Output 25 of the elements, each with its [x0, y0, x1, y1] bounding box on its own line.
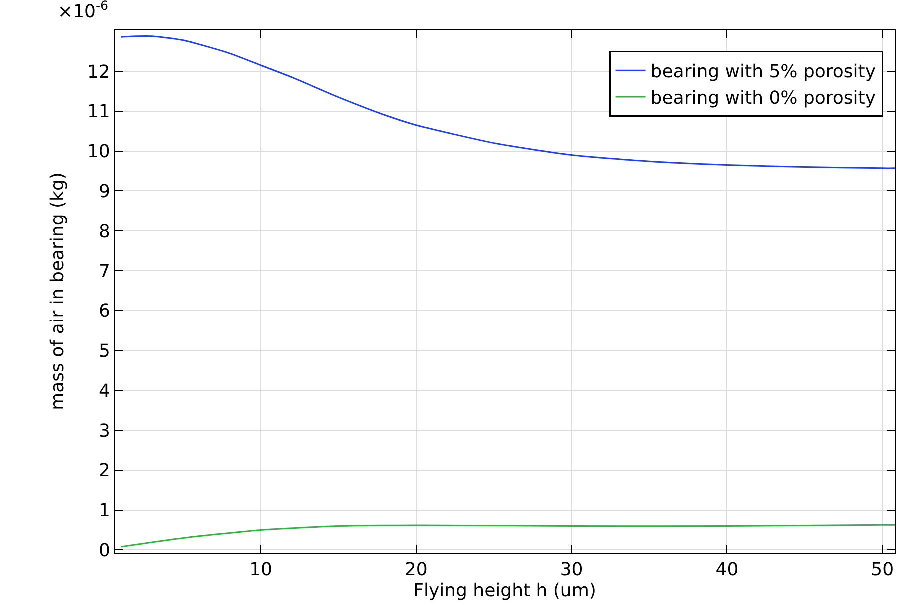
x-axis-title: Flying height h (um)	[414, 580, 596, 602]
x-tick-label: 20	[404, 560, 428, 581]
line-series	[120, 524, 895, 548]
y-tick-label: 7	[98, 261, 110, 282]
y-tick-label: 8	[98, 221, 110, 242]
y-tick-label: 12	[87, 62, 110, 83]
line-series	[120, 36, 895, 170]
y-tick-label: 3	[98, 420, 110, 442]
legend-label: bearing with 5% porosity	[650, 62, 876, 83]
x-tick-label: 10	[250, 560, 273, 581]
y-tick-label: 9	[98, 181, 110, 202]
y-tick-label: 6	[98, 301, 110, 322]
y-tick-label: 2	[98, 460, 110, 482]
y-tick-label: 1	[98, 500, 110, 522]
y-tick-label: 4	[98, 380, 110, 402]
y-axis-title: mass of air in bearing (kg)	[48, 172, 69, 410]
y-tick-label: 5	[98, 341, 110, 362]
x-tick-label: 50	[871, 560, 894, 581]
y-tick-label: 10	[87, 142, 110, 163]
text: ×10$^{-6}$	[58, 0, 109, 23]
y-tick-label: 11	[87, 102, 110, 123]
x-tick-label: 40	[716, 560, 739, 581]
legend-label: bearing with 0% porosity	[650, 88, 876, 110]
y-tick-label: 0	[98, 540, 110, 562]
x-tick-label: 30	[560, 560, 584, 581]
